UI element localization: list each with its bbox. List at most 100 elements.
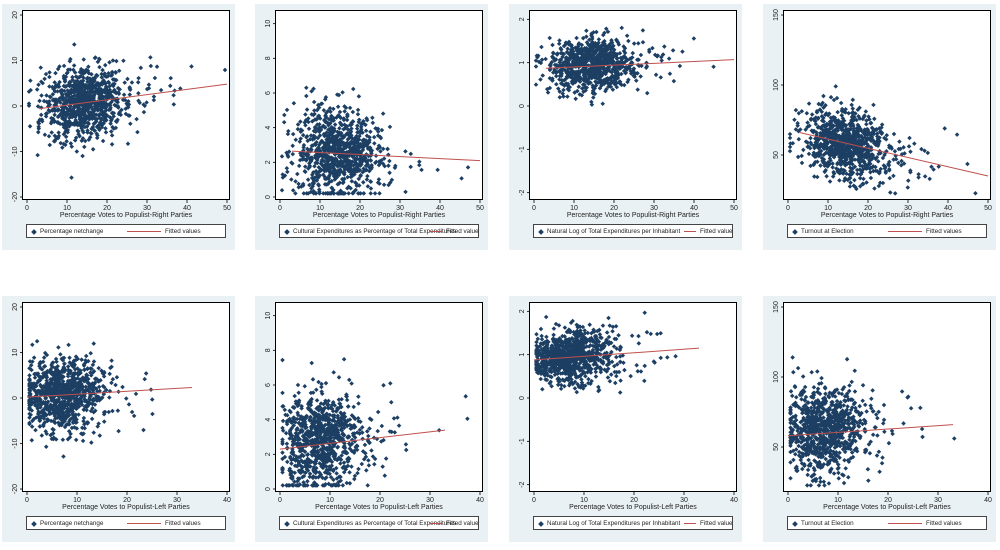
x-tick: 10 — [824, 200, 832, 212]
data-point — [367, 137, 372, 143]
data-point — [842, 168, 847, 174]
x-tick: 30 — [426, 492, 434, 504]
data-point — [897, 139, 902, 144]
data-point — [592, 59, 598, 64]
plot-area: 0 10 20 30 40 50 0 2 4 6 8 10 — [265, 10, 484, 212]
data-point — [355, 111, 361, 117]
data-point — [806, 101, 812, 106]
data-point — [51, 138, 57, 144]
data-point — [828, 94, 834, 100]
data-point — [799, 153, 804, 159]
data-point — [793, 107, 799, 113]
data-point — [680, 49, 685, 54]
data-point — [847, 132, 852, 138]
data-point — [85, 380, 91, 386]
line-marker-icon — [888, 231, 922, 232]
data-point — [110, 408, 115, 414]
data-point — [129, 80, 135, 85]
data-point — [146, 82, 152, 87]
data-point — [332, 122, 338, 127]
data-point — [332, 160, 337, 165]
data-point — [107, 371, 112, 377]
data-point — [905, 185, 911, 190]
data-point — [111, 83, 116, 89]
data-point — [908, 149, 913, 154]
data-point — [42, 76, 47, 82]
data-point — [373, 160, 378, 166]
data-point — [71, 122, 77, 127]
data-point — [538, 77, 543, 82]
x-tick: 10 — [73, 492, 81, 504]
data-point — [50, 92, 56, 97]
data-point — [317, 189, 322, 194]
data-point — [101, 78, 106, 84]
data-point — [385, 146, 390, 152]
data-point — [56, 130, 61, 135]
data-point — [285, 152, 290, 158]
data-point — [86, 92, 92, 98]
data-point — [361, 180, 366, 185]
data-point — [89, 416, 95, 422]
data-point — [285, 169, 290, 175]
x-tick: 20 — [376, 492, 384, 504]
data-point — [336, 181, 342, 186]
data-point — [311, 180, 317, 185]
data-point — [382, 163, 387, 169]
data-point — [100, 67, 105, 73]
legend-item-fit: Fitted values — [684, 228, 732, 235]
data-point — [61, 400, 66, 405]
data-point — [290, 131, 296, 137]
x-tick: 10 — [63, 200, 71, 212]
data-point — [124, 101, 129, 106]
x-tick: 0 — [278, 492, 282, 504]
data-point — [61, 63, 67, 69]
data-point — [328, 165, 334, 170]
data-point — [606, 44, 611, 50]
data-point — [91, 385, 97, 390]
data-point — [100, 138, 106, 144]
data-point — [39, 93, 44, 98]
data-point — [611, 79, 617, 84]
data-point — [922, 174, 928, 179]
legend: Cultural Expenditures as Percentage of T… — [279, 224, 479, 238]
data-point — [37, 418, 43, 423]
data-point — [313, 125, 318, 131]
data-point — [350, 159, 355, 164]
data-point — [78, 120, 84, 125]
data-point — [65, 421, 71, 427]
data-point — [141, 109, 147, 115]
data-point — [419, 167, 424, 173]
data-point — [835, 168, 840, 174]
y-tick: 1 — [519, 61, 530, 65]
data-point — [121, 58, 126, 64]
data-point — [381, 182, 387, 188]
data-point — [324, 130, 329, 135]
data-point — [366, 458, 371, 463]
data-point — [46, 134, 52, 139]
data-point — [83, 388, 89, 394]
data-point — [28, 78, 33, 83]
data-point — [338, 132, 344, 138]
data-point — [365, 184, 371, 189]
data-point — [167, 83, 173, 89]
data-point — [88, 373, 94, 378]
data-point — [329, 124, 334, 130]
data-point — [28, 412, 33, 418]
data-point — [358, 173, 363, 178]
data-point — [92, 112, 98, 118]
data-point — [824, 174, 829, 179]
data-point — [279, 188, 285, 193]
data-point — [107, 395, 112, 400]
data-point — [77, 116, 83, 121]
data-point — [801, 147, 806, 153]
legend-item-points: Turnout at Election — [792, 228, 854, 235]
data-point — [334, 163, 340, 168]
data-point — [590, 90, 596, 96]
data-point — [101, 419, 107, 424]
plot-area: 0 10 20 30 40 50 50 100 150 — [773, 9, 992, 212]
data-point — [65, 364, 71, 369]
data-point — [345, 167, 351, 173]
data-point — [34, 87, 40, 92]
